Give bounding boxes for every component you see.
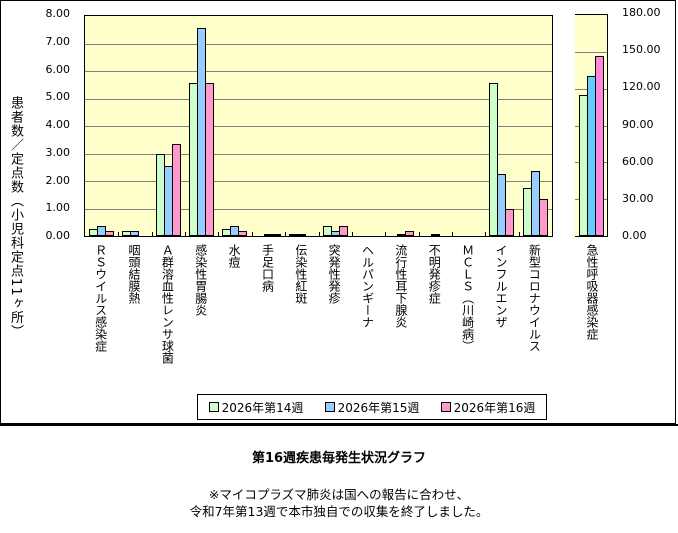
bar [297, 233, 307, 236]
category-label: Ａ群溶血性レンサ球菌 [160, 244, 175, 364]
bar [538, 198, 548, 236]
x-tick [151, 232, 153, 236]
category-label: 感染性胃腸炎 [193, 244, 208, 316]
y-tick-label: 2.00 [45, 173, 71, 187]
y-tick-label: 1.00 [45, 201, 71, 215]
gridline [85, 126, 552, 127]
bar [405, 231, 415, 236]
bar [322, 226, 332, 236]
divider [0, 424, 678, 426]
x-tick [485, 232, 487, 236]
gridline [85, 98, 552, 100]
y-axis-label: 患者数／定点数（小児科定点11ヶ所） [8, 96, 23, 339]
bar [230, 226, 240, 236]
y2-tick-label: 60.00 [622, 154, 654, 168]
x-tick [285, 232, 287, 236]
chart-title: 第16週疾患毎発生状況グラフ [251, 451, 427, 466]
y-tick-label: 6.00 [45, 62, 71, 76]
legend-item-week14: 2026年第14週 [208, 399, 304, 416]
gridline [85, 153, 552, 155]
bar [338, 226, 348, 236]
gridline [85, 43, 552, 45]
y2-tick-label: 0.00 [622, 229, 647, 242]
gridline [85, 71, 552, 72]
x-tick [518, 232, 520, 236]
legend: 2026年第14週 2026年第15週 2026年第16週 [197, 394, 547, 420]
category-label: インフルエンザ [493, 244, 508, 328]
plot-area-secondary [575, 14, 608, 237]
x-tick [218, 232, 220, 236]
x-tick [318, 232, 320, 236]
legend-item-week15: 2026年第15週 [324, 399, 420, 416]
gridline [575, 51, 607, 53]
bar [595, 55, 604, 236]
note-line-1: ※マイコプラズマ肺炎は国への報告に合わせ、 [208, 487, 470, 502]
legend-label: 2026年第15週 [337, 400, 420, 415]
y-tick-label: 3.00 [45, 145, 71, 159]
y-tick-label: 7.00 [45, 34, 71, 48]
x-tick [251, 232, 253, 236]
bar [271, 233, 281, 236]
legend-swatch-blue [324, 402, 335, 412]
bar [105, 231, 114, 236]
category-label: ＭＣＬＳ（川崎病） [460, 244, 475, 352]
y-tick-label: 5.00 [45, 90, 71, 104]
bar [497, 173, 507, 236]
chart-frame [0, 0, 676, 424]
x-tick [385, 232, 387, 236]
y-tick-label: 4.00 [45, 118, 71, 131]
bar [489, 83, 499, 236]
category-label: 水痘 [227, 244, 242, 268]
legend-label: 2026年第16週 [453, 400, 536, 415]
bar [171, 143, 181, 236]
category-label: 咽頭結膜熱 [127, 244, 142, 304]
x-tick [118, 232, 120, 236]
y2-tick-label: 120.00 [622, 80, 661, 94]
legend-label: 2026年第14週 [221, 400, 304, 415]
plot-area-main [84, 15, 553, 237]
note-line-2: 令和7年第13週で本市独自での収集を終了しました。 [189, 504, 489, 519]
category-label: ヘルパンギーナ [360, 244, 375, 328]
y-tick-label: 0.00 [45, 229, 71, 242]
legend-swatch-green [208, 402, 219, 412]
category-label: 不明発疹症 [427, 244, 442, 304]
gridline [85, 208, 552, 210]
category-label: 流行性耳下腺炎 [393, 244, 408, 328]
y2-tick-label: 30.00 [622, 191, 654, 205]
y2-tick-label: 180.00 [622, 6, 661, 19]
bar [505, 208, 515, 236]
category-label: 伝染性紅斑 [293, 244, 308, 304]
bar [238, 231, 248, 236]
y-tick-label: 8.00 [45, 7, 71, 20]
gridline [85, 181, 552, 182]
x-tick [418, 232, 420, 236]
bar [97, 226, 106, 236]
category-label: 新型コロナウイルス [527, 244, 542, 352]
bar [130, 231, 140, 236]
bar [430, 233, 440, 236]
y2-tick-label: 150.00 [622, 43, 661, 57]
x-tick [185, 232, 187, 236]
legend-item-week16: 2026年第16週 [440, 399, 536, 416]
category-label: ＲＳウイルス感染症 [93, 244, 108, 352]
category-label: 手足口病 [260, 244, 275, 292]
x-tick [351, 232, 353, 236]
category-label-secondary: 急性呼吸器感染症 [585, 244, 599, 340]
category-label: 突発性発疹 [327, 244, 342, 304]
x-tick [451, 232, 453, 236]
legend-swatch-pink [440, 402, 451, 412]
y2-tick-label: 90.00 [622, 117, 654, 131]
bar [205, 83, 215, 236]
